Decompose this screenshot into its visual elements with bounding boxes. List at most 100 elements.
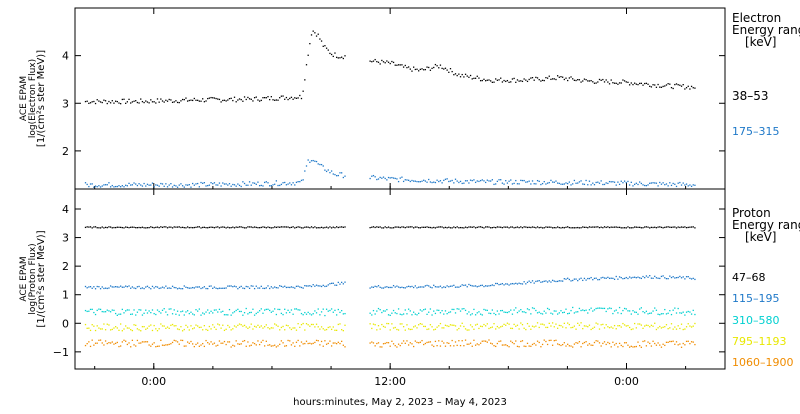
- proton-series-0-point: [471, 226, 473, 228]
- proton-series-1-point: [449, 285, 452, 287]
- proton-series-4-point: [456, 344, 458, 347]
- proton-series-0-point: [501, 227, 504, 229]
- proton-series-2-point: [397, 308, 400, 310]
- electron-series-0-point: [389, 62, 391, 65]
- proton-series-2-point: [101, 310, 103, 313]
- proton-series-0-point: [106, 226, 108, 229]
- proton-series-3-point: [307, 324, 309, 326]
- proton-series-1-point: [207, 287, 209, 290]
- proton-series-1-point: [253, 287, 256, 290]
- electron-series-1-point: [558, 182, 560, 185]
- proton-series-4-point: [605, 343, 607, 346]
- electron-series-0-point: [270, 96, 272, 98]
- proton-series-2-point: [299, 309, 301, 311]
- proton-series-2-point: [454, 312, 457, 314]
- proton-series-4-point: [399, 344, 401, 347]
- proton-series-1-point: [478, 285, 480, 287]
- proton-series-0-point: [655, 227, 658, 229]
- proton-series-0-point: [605, 226, 607, 229]
- proton-series-0-point: [670, 226, 673, 229]
- proton-series-4-point: [496, 342, 499, 345]
- proton-series-0-point: [551, 227, 554, 229]
- proton-series-0-point: [513, 227, 515, 229]
- electron-series-1-point: [513, 182, 515, 185]
- proton-series-0-point: [197, 226, 199, 228]
- proton-series-1-point: [508, 284, 510, 286]
- proton-series-0-point: [483, 227, 485, 229]
- proton-series-1-point: [389, 286, 391, 289]
- proton-series-2-point: [131, 313, 134, 315]
- proton-series-1-point: [419, 286, 421, 288]
- electron-series-1-point: [538, 180, 540, 183]
- electron-series-1-point: [546, 182, 549, 184]
- proton-series-1-point: [456, 286, 458, 288]
- proton-series-0-point: [258, 227, 261, 229]
- electron-series-0-point: [94, 102, 97, 105]
- proton-series-4-point: [160, 339, 162, 341]
- proton-series-3-point: [488, 327, 490, 330]
- electron-series-0-point: [612, 82, 614, 84]
- proton-series-1-point: [379, 286, 381, 288]
- proton-series-4-point: [662, 343, 664, 345]
- electron-series-1-point: [523, 179, 525, 182]
- electron-series-1-point: [685, 183, 688, 185]
- proton-series-0-point: [498, 226, 500, 228]
- proton-series-4-point: [526, 342, 529, 345]
- proton-series-0-point: [458, 227, 460, 229]
- electron-series-0-point: [563, 78, 565, 81]
- electron-series-1-point: [176, 186, 179, 188]
- proton-series-2-point: [468, 311, 470, 313]
- proton-series-0-point: [635, 226, 637, 228]
- electron-series-1-point: [89, 183, 92, 185]
- electron-series-0-point: [404, 64, 406, 67]
- proton-series-1-point: [525, 283, 527, 285]
- proton-series-4-point: [402, 340, 405, 342]
- electron-series-0-point: [521, 80, 524, 83]
- proton-series-0-point: [407, 226, 410, 228]
- proton-series-1-point: [491, 284, 493, 286]
- proton-series-2-point: [118, 313, 120, 315]
- proton-series-0-point: [694, 227, 696, 229]
- proton-series-1-point: [523, 281, 525, 283]
- proton-series-4-point: [521, 340, 524, 342]
- electron-series-0-point: [341, 56, 343, 58]
- proton-series-0-point: [416, 226, 418, 228]
- proton-series-3-point: [114, 326, 117, 328]
- electron-series-0-point: [685, 87, 688, 89]
- electron-series-0-point: [168, 98, 170, 101]
- proton-series-0-point: [623, 227, 626, 229]
- proton-series-0-point: [575, 227, 577, 229]
- proton-series-0-point: [543, 227, 545, 229]
- proton-series-4-point: [423, 343, 425, 346]
- proton-series-3-point: [449, 324, 452, 326]
- proton-series-3-point: [305, 323, 308, 325]
- electron-series-0-point: [320, 40, 323, 42]
- proton-series-4-point: [620, 344, 622, 347]
- proton-series-0-point: [409, 226, 411, 228]
- electron-series-1-point: [242, 181, 244, 183]
- proton-series-4-point: [560, 344, 562, 347]
- electron-series-1-point: [381, 177, 383, 179]
- proton-series-4-point: [198, 345, 200, 347]
- electron-series-1-point: [104, 184, 107, 186]
- proton-series-4-point: [627, 344, 629, 346]
- proton-series-4-point: [91, 339, 93, 341]
- proton-series-1-point: [443, 286, 445, 288]
- electron-series-0-point: [655, 86, 658, 88]
- electron-series-0-point: [505, 80, 507, 83]
- proton-series-1-point: [341, 281, 343, 284]
- electron-series-1-point: [387, 176, 390, 179]
- proton-series-3-point: [334, 329, 336, 331]
- proton-series-3-point: [260, 325, 262, 327]
- proton-series-2-point: [227, 314, 229, 316]
- electron-series-1-point: [436, 179, 438, 181]
- proton-series-1-point: [106, 287, 108, 290]
- proton-series-0-point: [253, 226, 256, 228]
- electron-series-1-point: [426, 181, 428, 183]
- proton-series-3-point: [642, 327, 644, 330]
- proton-series-3-point: [285, 324, 288, 326]
- proton-series-0-point: [320, 226, 323, 229]
- electron-series-1-point: [587, 184, 589, 186]
- proton-series-4-point: [238, 343, 241, 345]
- electron-series-0-point: [454, 73, 457, 75]
